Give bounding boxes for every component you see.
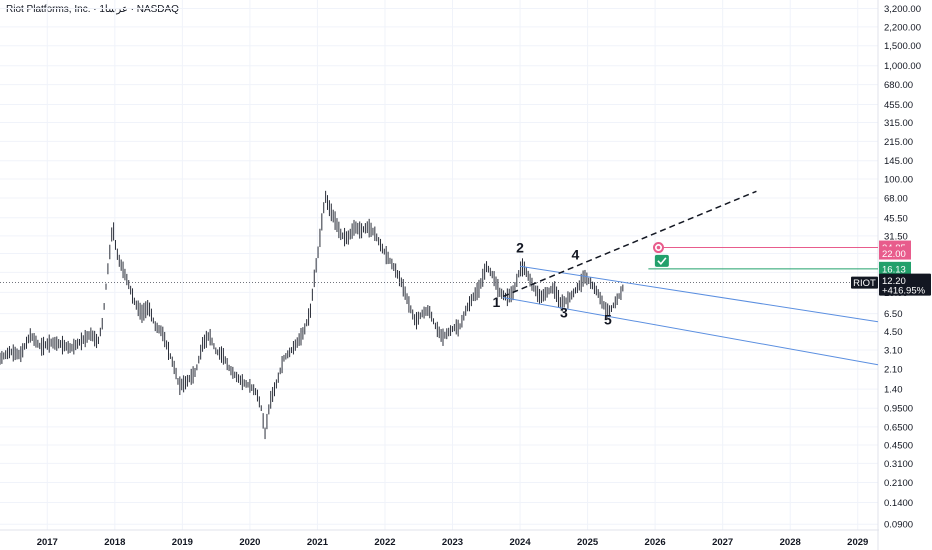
price-axis-label: 2.10 [884, 365, 903, 376]
price-axis-label: 0.2100 [884, 478, 913, 489]
last-price-tag-bg [879, 273, 931, 296]
channel-lower-line [503, 297, 879, 366]
time-axis-label: 2028 [780, 537, 801, 548]
price-axis-label: 0.4500 [884, 440, 913, 451]
time-axis-label: 2021 [307, 537, 329, 548]
target-icon-center [656, 245, 661, 250]
check-icon [654, 254, 669, 267]
time-axis-label: 2017 [37, 537, 58, 548]
symbol-tag-bg [851, 276, 878, 289]
price-axis-label: 4.50 [884, 327, 903, 338]
price-axis-label: 100.00 [884, 175, 913, 186]
price-axis-label: 0.6500 [884, 422, 913, 433]
price-axis-label: 68.00 [884, 194, 908, 205]
price-axis-label: 0.3100 [884, 459, 913, 470]
price-axis-label: 0.9500 [884, 404, 913, 415]
price-axis-label: 3,200.00 [884, 4, 921, 15]
price-axis-label: 215.00 [884, 137, 913, 148]
check-mark [657, 257, 667, 266]
price-axis-label: 0.1400 [884, 498, 913, 509]
price-axis-label: 2,200.00 [884, 22, 921, 33]
time-axis-label: 2025 [577, 537, 599, 548]
last-price-label: 12.20 [882, 276, 906, 287]
level-22-tag-bg [879, 246, 911, 260]
level-22-tag: 22.00 [882, 249, 906, 260]
time-axis-label: 2026 [645, 537, 666, 548]
level-16-tag: 16.13 [882, 264, 906, 275]
chart-title: Riot Platforms, Inc. · 1عرسا · NASDAQ [6, 4, 179, 15]
time-axis-label: 2022 [374, 537, 395, 548]
price-axis-label: 315.00 [884, 118, 913, 129]
price-series [0, 190, 878, 440]
time-axis-label: 2018 [104, 537, 125, 548]
wave-label-1: 1 [493, 294, 501, 310]
wave-label-4: 4 [572, 246, 580, 262]
time-axis-label: 2029 [847, 537, 868, 548]
price-axis-label: 145.00 [884, 156, 913, 167]
time-axis-label: 2027 [712, 537, 733, 548]
time-axis-label: 2024 [509, 537, 531, 548]
price-axis-label: 1.40 [884, 385, 903, 396]
wave-label-2: 2 [516, 239, 524, 255]
price-axis-label: 1,500.00 [884, 41, 921, 52]
price-axis-label: 3.10 [884, 346, 903, 357]
price-axis-label: 680.00 [884, 80, 913, 91]
price-axis-label: 6.50 [884, 309, 903, 320]
trend-dashed-line [502, 190, 757, 298]
time-axis-label: 2023 [442, 537, 463, 548]
channel-upper-line [519, 265, 879, 323]
drawings-layer: 1 2 3 4 5 [493, 190, 879, 366]
price-axis-label: 45.50 [884, 213, 908, 224]
time-axis-label: 2019 [172, 537, 193, 548]
last-change-label: +416.95% [882, 286, 926, 297]
symbol-tag: RIOT [853, 278, 876, 289]
price-axis-label: 455.00 [884, 100, 913, 111]
price-axis-label: 31.50 [884, 231, 908, 242]
price-axis-label: 1,000.00 [884, 61, 921, 72]
time-axis-label: 2020 [239, 537, 260, 548]
price-axis-label: 0.0900 [884, 520, 913, 531]
wave-label-5: 5 [604, 312, 612, 328]
time-axis: 2017 2018 2019 2020 2021 2022 2023 2024 2025 2026… [37, 537, 869, 548]
level-16-tag-bg [879, 261, 911, 275]
wave-label-3: 3 [560, 305, 568, 321]
